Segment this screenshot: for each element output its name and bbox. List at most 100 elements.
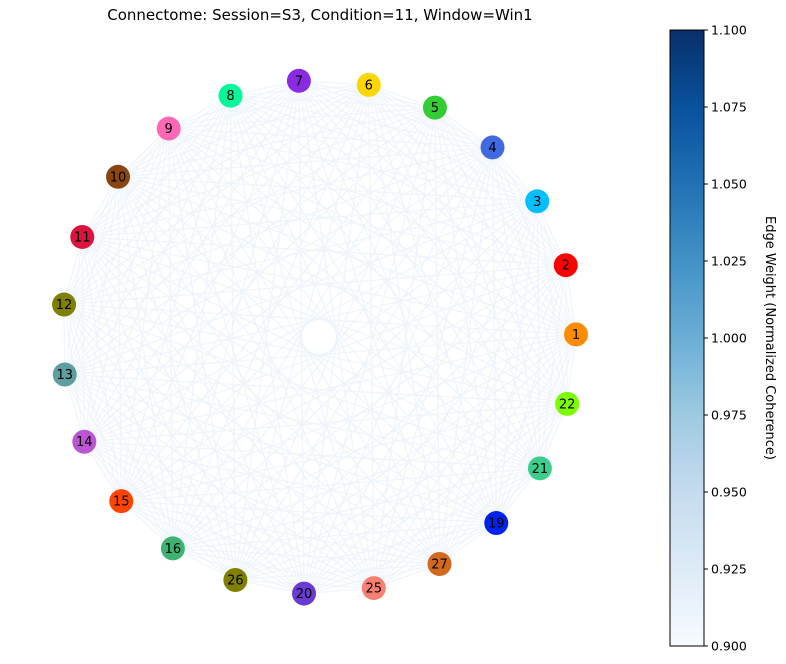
colorbar-tick-label: 1.025 bbox=[711, 254, 747, 269]
node-10: 10 bbox=[106, 164, 131, 189]
edge-6-12 bbox=[63, 84, 370, 306]
edge-26-27 bbox=[235, 563, 440, 581]
edge-10-25 bbox=[117, 176, 375, 589]
edge-5-8 bbox=[230, 95, 435, 109]
node-14: 14 bbox=[72, 429, 97, 454]
node-circle bbox=[52, 362, 77, 387]
node-3: 3 bbox=[525, 189, 550, 214]
node-8: 8 bbox=[218, 83, 243, 108]
edge-15-19 bbox=[121, 500, 497, 524]
node-label: 6 bbox=[365, 78, 373, 93]
node-20: 20 bbox=[292, 581, 317, 606]
chart-title: Connectome: Session=S3, Condition=11, Wi… bbox=[107, 6, 533, 24]
edge-4-22 bbox=[491, 147, 568, 405]
edge-5-10 bbox=[117, 106, 436, 178]
node-circle bbox=[484, 511, 509, 536]
node-circle bbox=[52, 292, 77, 317]
edge-13-19 bbox=[64, 373, 497, 524]
edge-11-19 bbox=[81, 236, 497, 524]
edge-3-6 bbox=[368, 84, 538, 202]
edge-16-21 bbox=[172, 467, 541, 550]
node-label: 26 bbox=[227, 574, 244, 589]
edge-26-19 bbox=[235, 522, 497, 581]
node-6: 6 bbox=[356, 72, 381, 97]
node-label: 9 bbox=[165, 122, 173, 137]
node-circle bbox=[106, 164, 131, 189]
edge-7-10 bbox=[117, 80, 300, 178]
node-label: 8 bbox=[226, 89, 234, 104]
node-label: 12 bbox=[56, 298, 73, 313]
edge-7-22 bbox=[298, 80, 568, 405]
edge-8-22 bbox=[230, 95, 568, 405]
edge-16-27 bbox=[172, 547, 440, 565]
edge-9-21 bbox=[168, 128, 541, 469]
edge-12-15 bbox=[63, 304, 122, 502]
node-circle bbox=[356, 72, 381, 97]
edge-4-19 bbox=[491, 147, 497, 524]
edge-11-16 bbox=[81, 236, 174, 549]
edge-2-26 bbox=[234, 264, 567, 581]
edge-2-10 bbox=[117, 176, 566, 266]
edge-1-7 bbox=[298, 80, 577, 335]
edge-6-19 bbox=[368, 84, 497, 524]
node-circle bbox=[563, 322, 588, 347]
edge-1-9 bbox=[168, 127, 577, 336]
edge-3-22 bbox=[536, 201, 568, 404]
node-label: 7 bbox=[295, 74, 303, 89]
edge-9-26 bbox=[168, 128, 237, 581]
edge-4-7 bbox=[298, 80, 493, 149]
edge-2-8 bbox=[230, 95, 567, 266]
node-circle bbox=[527, 456, 552, 481]
node-circle bbox=[218, 83, 243, 108]
edge-7-13 bbox=[64, 80, 300, 375]
edge-3-9 bbox=[168, 127, 538, 202]
edge-13-20 bbox=[64, 374, 305, 595]
node-1: 1 bbox=[563, 322, 588, 347]
node-circle bbox=[109, 489, 134, 514]
colorbar-tick-label: 0.900 bbox=[711, 639, 747, 654]
edge-9-12 bbox=[63, 128, 170, 305]
node-2: 2 bbox=[553, 253, 578, 278]
edge-10-13 bbox=[64, 176, 119, 375]
node-19: 19 bbox=[484, 511, 509, 536]
node-label: 25 bbox=[366, 582, 383, 597]
edge-2-7 bbox=[298, 80, 567, 266]
colorbar-tick-label: 0.975 bbox=[711, 408, 747, 423]
edge-2-5 bbox=[434, 107, 567, 266]
edge-3-19 bbox=[495, 201, 538, 524]
node-circle bbox=[286, 68, 311, 93]
colorbar-tick-label: 1.100 bbox=[711, 23, 747, 38]
edge-5-22 bbox=[434, 107, 568, 405]
node-25: 25 bbox=[361, 576, 386, 601]
edge-3-20 bbox=[303, 200, 538, 594]
edge-5-27 bbox=[434, 107, 441, 564]
node-16: 16 bbox=[160, 536, 185, 561]
edge-6-9 bbox=[168, 84, 369, 130]
node-11: 11 bbox=[70, 224, 95, 249]
edge-14-21 bbox=[84, 441, 540, 470]
edge-13-21 bbox=[64, 373, 541, 470]
edge-12-27 bbox=[63, 303, 440, 565]
edge-10-22 bbox=[117, 176, 568, 405]
edge-1-27 bbox=[438, 334, 577, 565]
edge-9-14 bbox=[83, 128, 170, 442]
colorbar-ticks: 0.900 0.925 0.950 0.975 1.000 1.025 1.050 1.075… bbox=[704, 23, 747, 654]
node-22: 22 bbox=[555, 391, 580, 416]
colorbar-tick-label: 1.075 bbox=[711, 100, 747, 115]
colorbar-tick-label: 1.050 bbox=[711, 177, 747, 192]
colorbar-label: Edge Weight (Normalized Coherence) bbox=[762, 216, 777, 460]
edge-6-14 bbox=[83, 84, 370, 443]
node-circle bbox=[361, 576, 386, 601]
edge-6-21 bbox=[368, 84, 541, 469]
node-21: 21 bbox=[527, 456, 552, 481]
node-5: 5 bbox=[422, 95, 447, 120]
node-circle bbox=[156, 116, 181, 141]
edge-3-11 bbox=[82, 200, 538, 238]
edge-12-21 bbox=[63, 303, 541, 469]
node-label: 27 bbox=[431, 557, 448, 572]
edge-7-19 bbox=[298, 80, 497, 524]
node-7: 7 bbox=[286, 68, 311, 93]
node-circle bbox=[525, 189, 550, 214]
edge-1-19 bbox=[495, 334, 577, 524]
edge-27-22 bbox=[438, 403, 568, 565]
